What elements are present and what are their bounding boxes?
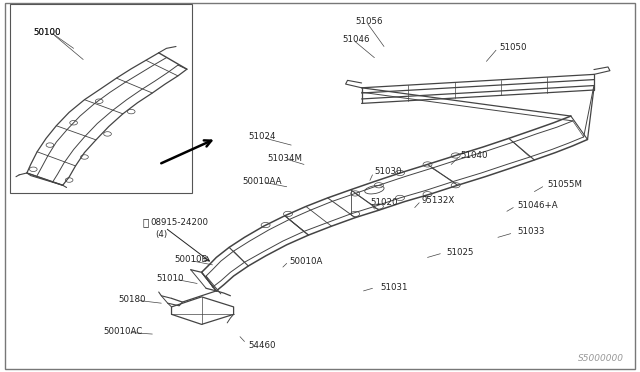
Text: 51031: 51031 bbox=[381, 283, 408, 292]
Text: 50100: 50100 bbox=[33, 28, 61, 37]
Text: 51033: 51033 bbox=[517, 227, 545, 236]
Text: 50180: 50180 bbox=[118, 295, 146, 304]
Text: 51030: 51030 bbox=[374, 167, 402, 176]
Text: 50010B: 50010B bbox=[174, 255, 207, 264]
Text: 95132X: 95132X bbox=[421, 196, 454, 205]
Text: 51025: 51025 bbox=[447, 248, 474, 257]
Text: Ⓜ: Ⓜ bbox=[142, 218, 148, 227]
Text: 51034M: 51034M bbox=[268, 154, 303, 163]
Text: 50010AC: 50010AC bbox=[104, 327, 143, 336]
Bar bbox=[10, 4, 192, 193]
Text: 51020: 51020 bbox=[370, 198, 397, 207]
Text: 50010A: 50010A bbox=[289, 257, 323, 266]
Text: 54460: 54460 bbox=[248, 341, 276, 350]
Text: 51010: 51010 bbox=[157, 274, 184, 283]
Text: S5000000: S5000000 bbox=[578, 354, 624, 363]
Text: 51055M: 51055M bbox=[547, 180, 582, 189]
Text: 50100: 50100 bbox=[33, 28, 61, 37]
Text: (4): (4) bbox=[155, 230, 167, 239]
Text: 51050: 51050 bbox=[499, 43, 527, 52]
Text: 51024: 51024 bbox=[248, 132, 276, 141]
Text: 51040: 51040 bbox=[461, 151, 488, 160]
Text: 51046: 51046 bbox=[342, 35, 370, 44]
Text: 08915-24200: 08915-24200 bbox=[150, 218, 209, 227]
Text: 51046+A: 51046+A bbox=[517, 201, 557, 210]
Text: 50010AA: 50010AA bbox=[242, 177, 282, 186]
Text: 51056: 51056 bbox=[355, 17, 383, 26]
